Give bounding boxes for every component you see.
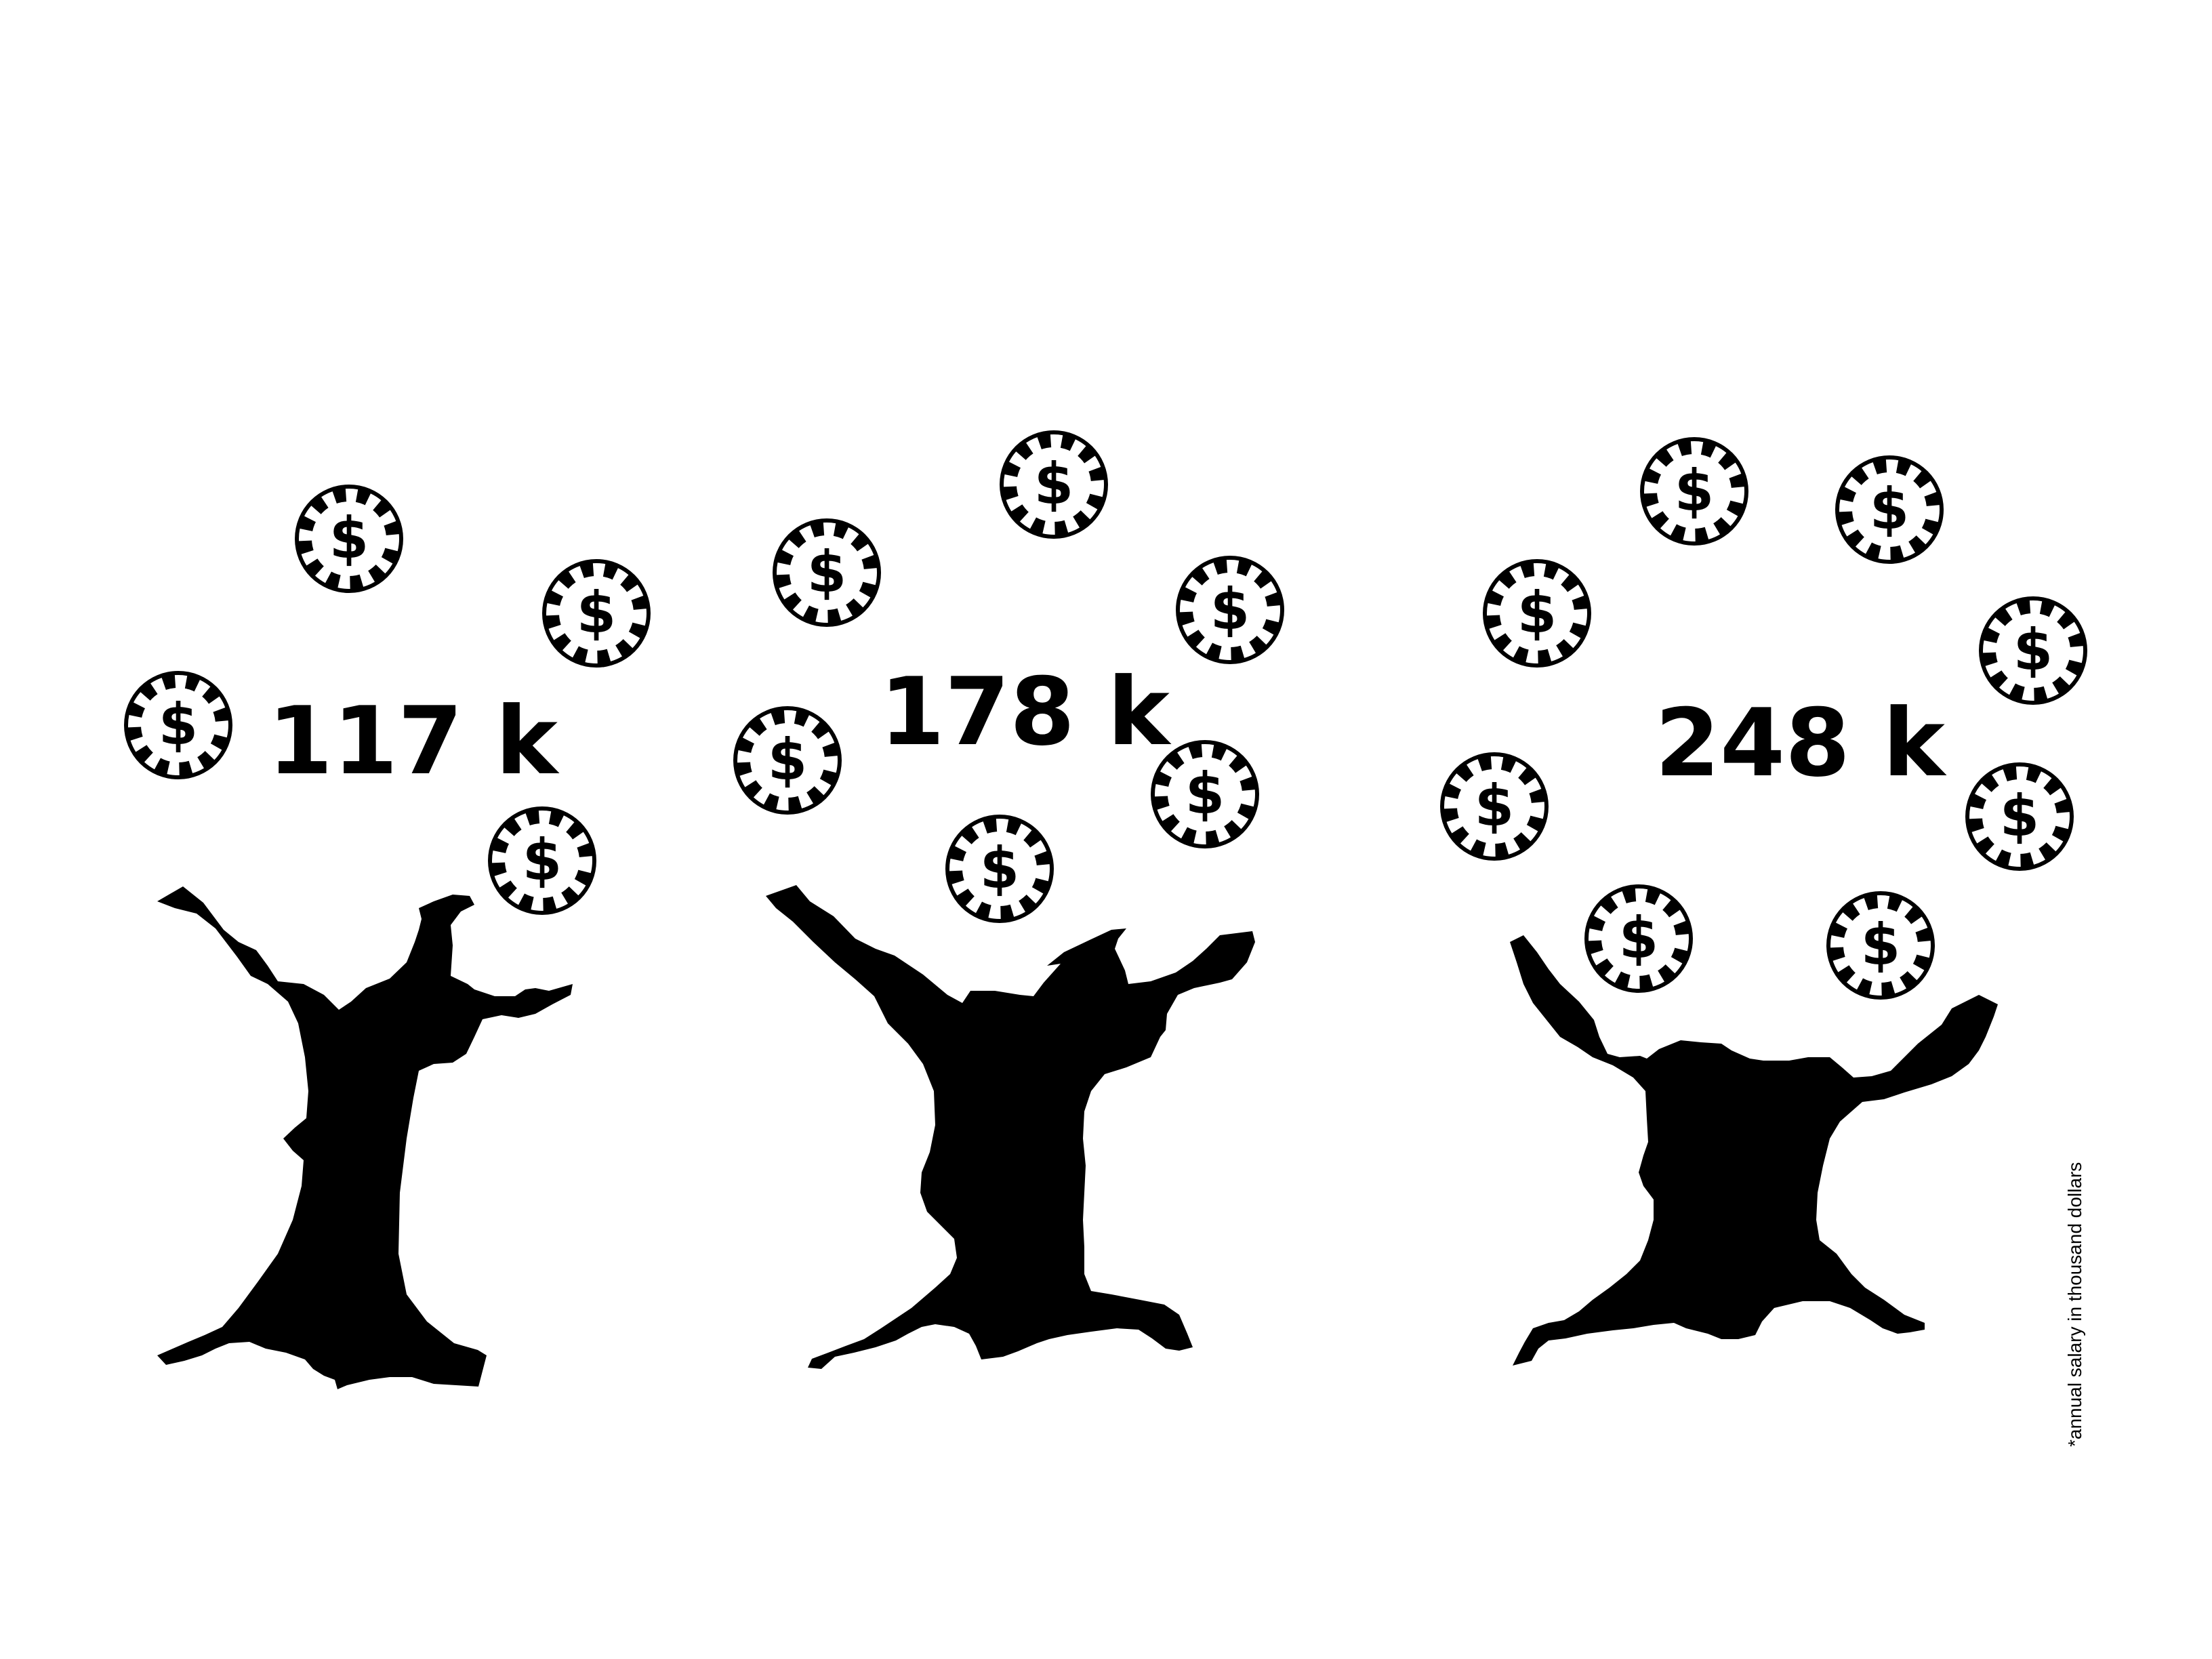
dollar-coin-icon xyxy=(1000,430,1108,539)
salary-label-2: 178 k xyxy=(880,665,1170,759)
dollar-coin-icon xyxy=(1483,559,1591,668)
dollar-coin-icon xyxy=(1640,437,1748,546)
salary-label-3: 248 k xyxy=(1655,697,1945,790)
dollar-coin-icon xyxy=(773,518,881,627)
dollar-coin-icon xyxy=(1826,891,1935,1000)
dollar-coin-icon xyxy=(1584,884,1693,993)
dollar-coin-icon xyxy=(542,559,651,668)
dollar-coin-icon xyxy=(1176,556,1284,664)
dollar-coin-icon xyxy=(733,706,842,815)
dollar-coin-icon xyxy=(1979,596,2087,705)
tree-3-silhouette xyxy=(1510,935,1998,1366)
footnote: *annual salary in thousand dollars xyxy=(2064,1162,2086,1447)
dollar-coin-icon xyxy=(1440,752,1549,861)
dollar-coin-icon xyxy=(945,815,1054,923)
dollar-coin-icon xyxy=(124,671,232,779)
dollar-coin-icon xyxy=(1835,455,1944,564)
dollar-coin-icon xyxy=(488,806,596,915)
salary-label-1: 117 k xyxy=(268,695,558,788)
tree-2-silhouette xyxy=(766,885,1255,1369)
tree-1-silhouette xyxy=(157,886,573,1389)
dollar-coin-icon xyxy=(295,485,403,593)
dollar-coin-icon xyxy=(1965,762,2074,871)
